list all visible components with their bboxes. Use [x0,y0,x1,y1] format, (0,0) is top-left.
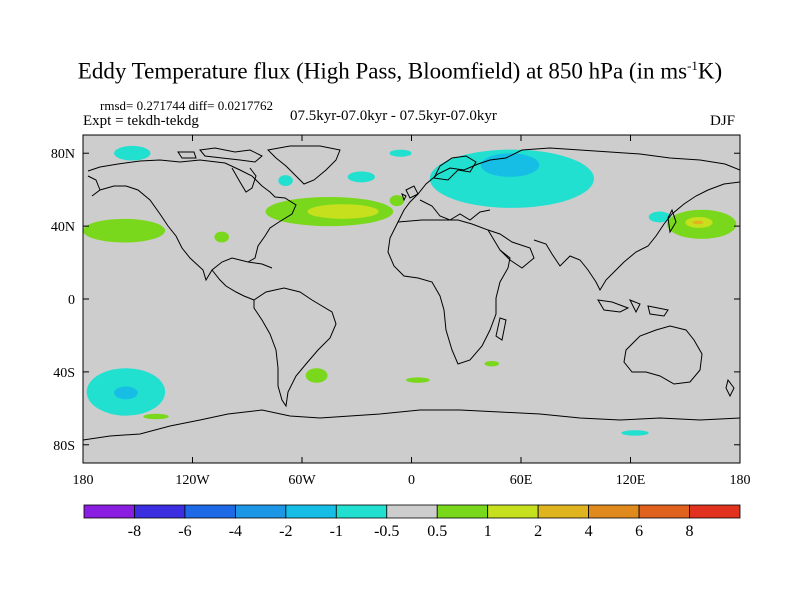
anomaly-region-4 [429,149,594,208]
coast-caribbean [247,261,273,269]
map-background [83,135,740,463]
coast-central-america [211,269,255,301]
y-tick-label: 80N [51,147,75,162]
colorbar-label: 6 [635,523,643,540]
anomaly-region-14 [389,195,405,207]
anomaly-region-13 [307,204,379,219]
title-text: Eddy Temperature flux (High Pass, Bloomf… [77,58,688,84]
rmsd-stats: rmsd= 0.271744 diff= 0.0217762 [100,98,273,113]
colorbar-swatch [588,504,640,519]
anomaly-region-5 [480,153,540,177]
colorbar-label: -2 [279,523,292,540]
anomaly-region-2 [347,171,375,183]
coast-europe [397,149,523,223]
coast-arabia [487,229,535,269]
colorbar-swatch [537,504,590,519]
colorbar-label: 0.5 [427,523,447,540]
anomaly-region-0 [114,145,151,161]
coast-asia [521,147,740,292]
anomaly-region-3 [389,149,412,157]
colorbar-label: -8 [128,523,141,540]
x-tick-label: 60W [288,473,316,488]
anomaly-region-1 [278,175,293,187]
colorbar-swatch [83,504,135,519]
colorbar-label: 2 [534,523,542,540]
coast-greenland [266,145,341,185]
coast-australia [623,325,703,385]
anomaly-region-8 [114,386,138,400]
experiment-label: Expt = tekdh-tekdg [83,113,199,129]
coast-hudson-bay [231,167,257,193]
anomaly-region-18 [305,368,328,383]
colorbar-swatch [689,504,741,519]
coast-africa [387,219,511,365]
anomaly-region-17 [692,220,704,225]
colorbar-swatch [285,504,337,519]
coast-south-america [253,287,337,408]
title-unit: K) [697,58,723,84]
coast-antarctica [83,409,740,441]
colorbar-label: -6 [178,523,191,540]
colorbar-label: 4 [585,523,593,540]
colorbar-swatch [386,504,438,519]
coastlines [83,145,740,441]
y-tick-label: 40N [51,220,75,235]
anomaly-region-10 [83,218,166,243]
coast-british-isles [401,185,419,202]
colorbar-swatch [487,504,539,519]
anomaly-region-21 [143,413,169,420]
coast-scandinavia [433,155,477,181]
colorbar-label: -0.5 [374,523,399,540]
colorbar-swatch [134,504,186,519]
season-label: DJF [710,113,736,129]
anomaly-region-20 [484,360,500,367]
anomaly-region-6 [648,211,671,223]
coast-southeast-asia-islands [597,299,669,317]
x-tick-label: 180 [73,473,94,488]
y-tick-label: 80S [53,439,75,454]
x-tick-label: 120E [616,473,646,488]
colorbar-swatch [234,504,287,519]
colorbar-label: 1 [484,523,492,540]
anomaly-region-9 [621,430,649,436]
colorbar-label: 8 [686,523,694,540]
y-tick-label: 40S [53,366,75,381]
y-axis: 80N 40N 0 40S 80S [51,147,740,454]
colorbar-swatch [184,504,236,519]
x-tick-label: 0 [408,473,415,488]
title-superscript: -1 [687,58,698,73]
anomaly-region-11 [214,231,229,243]
y-tick-label: 0 [68,293,75,308]
coast-new-zealand [725,378,735,398]
coast-japan [667,208,677,234]
coast-canadian-arctic [177,147,263,163]
coast-madagascar [495,317,507,341]
colorbar-swatch [436,504,489,519]
x-axis: 180 120W 60W 0 60E 120E 180 [73,135,751,488]
colorbar-swatch [638,504,690,519]
x-tick-label: 120W [175,473,210,488]
x-tick-label: 180 [730,473,751,488]
chart-title: Eddy Temperature flux (High Pass, Bloomf… [0,58,800,85]
x-tick-label: 60E [510,473,533,488]
anomaly-region-19 [406,377,430,383]
period-label: 07.5kyr-07.0kyr - 07.5kyr-07.0kyr [290,108,497,124]
colorbar: -8 -6 -4 -2 -1 -0.5 0.5 1 2 4 6 8 [83,504,741,540]
colorbar-label: -1 [330,523,343,540]
coast-north-america [87,159,297,282]
colorbar-swatch [335,504,388,519]
colorbar-label: -4 [229,523,242,540]
